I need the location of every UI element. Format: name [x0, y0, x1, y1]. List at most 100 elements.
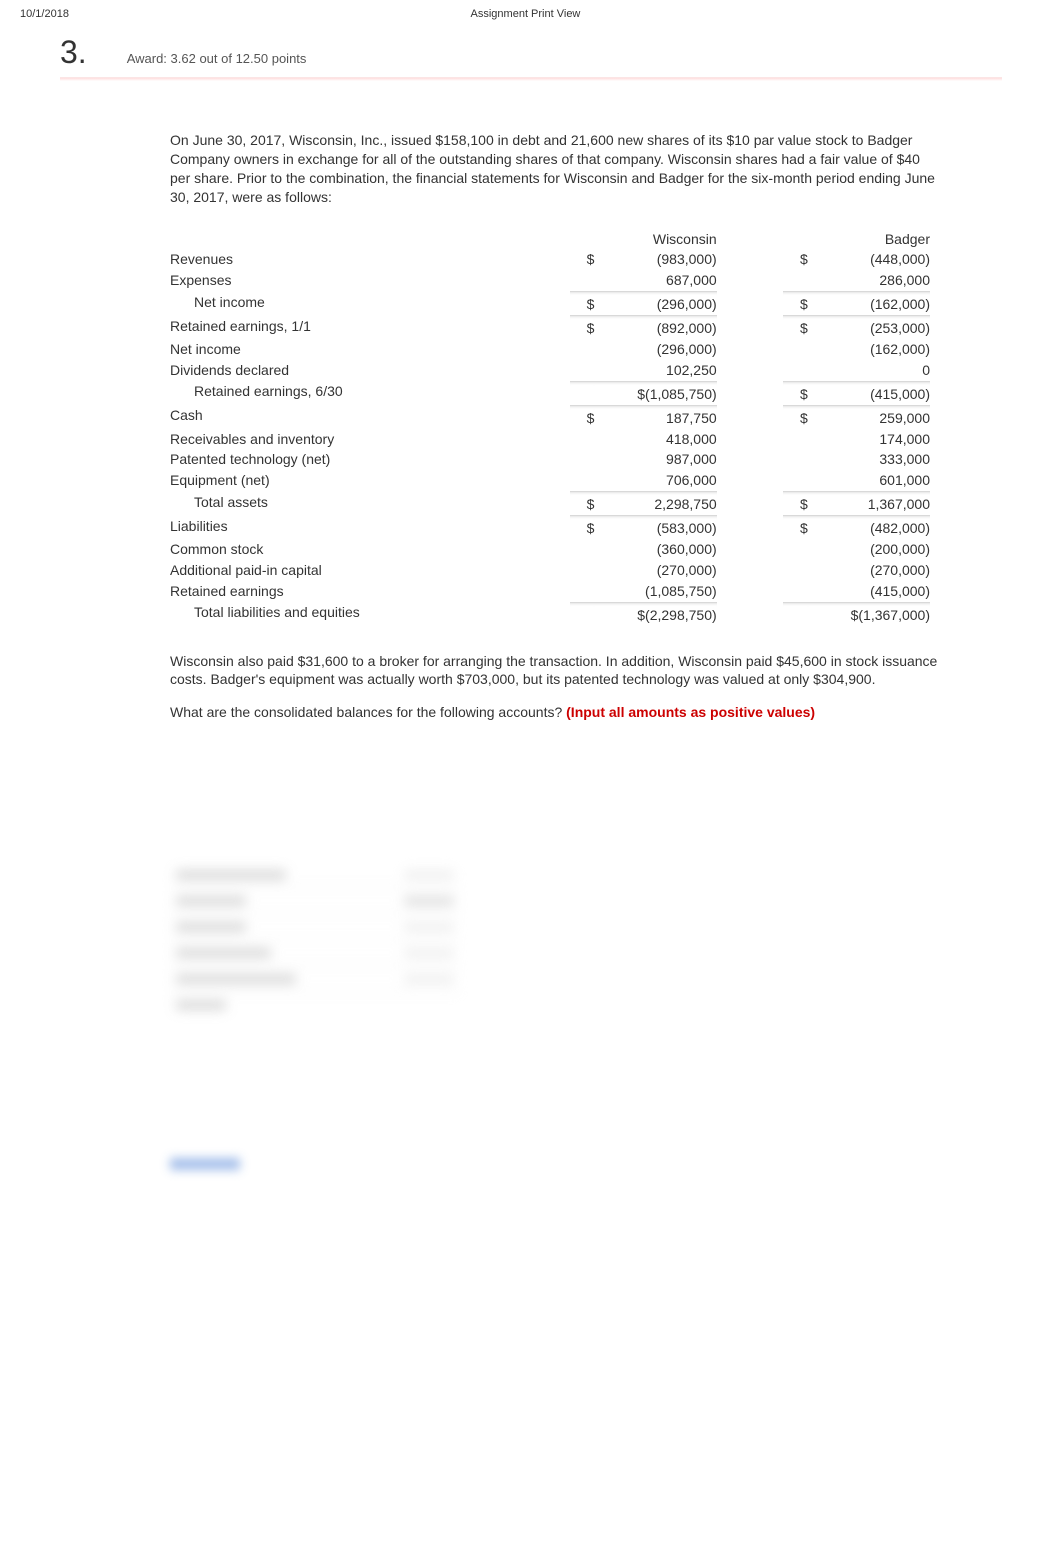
- row-label: Net income: [170, 339, 570, 360]
- badger-symbol: $: [783, 292, 807, 316]
- table-row: Additional paid-in capital (270,000) (270,…: [170, 560, 930, 581]
- paragraph-2: Wisconsin also paid $31,600 to a broker …: [170, 652, 942, 690]
- badger-symbol: $: [783, 381, 807, 405]
- badger-value: 259,000: [808, 405, 930, 428]
- wisconsin-value: 987,000: [594, 449, 716, 470]
- question-number: 3.: [60, 34, 87, 71]
- table-header-row: Wisconsin Badger: [170, 229, 930, 250]
- row-label: Common stock: [170, 539, 570, 560]
- wisconsin-symbol: $: [570, 492, 594, 516]
- wisconsin-symbol: $: [570, 516, 594, 539]
- badger-symbol: [783, 581, 807, 602]
- row-label: Total liabilities and equities: [170, 602, 570, 625]
- badger-symbol: [783, 449, 807, 470]
- badger-value: 286,000: [808, 270, 930, 291]
- wisconsin-value: 706,000: [594, 470, 716, 491]
- col-header-badger: Badger: [808, 229, 930, 250]
- wisconsin-value: 687,000: [594, 270, 716, 291]
- blurred-answer-table: [170, 862, 460, 1018]
- badger-value: (415,000): [808, 581, 930, 602]
- table-row: Receivables and inventory 418,000 174,000: [170, 429, 930, 450]
- badger-value: 333,000: [808, 449, 930, 470]
- table-row: Revenues$(983,000)$(448,000): [170, 249, 930, 270]
- wisconsin-symbol: [570, 449, 594, 470]
- wisconsin-symbol: [570, 470, 594, 491]
- row-label: Retained earnings, 1/1: [170, 316, 570, 339]
- badger-value: (162,000): [808, 339, 930, 360]
- table-row: Equipment (net)706,000601,000: [170, 470, 930, 491]
- row-label: Equipment (net): [170, 470, 570, 491]
- badger-value: (253,000): [808, 316, 930, 339]
- wisconsin-value: (270,000): [594, 560, 716, 581]
- wisconsin-symbol: [570, 539, 594, 560]
- table-row: Retained earnings, 6/30 $(1,085,750) $(415…: [170, 381, 930, 405]
- question-prompt: What are the consolidated balances for t…: [170, 703, 942, 722]
- wisconsin-symbol: $: [570, 292, 594, 316]
- wisconsin-value: $(1,085,750): [594, 381, 716, 405]
- table-row: Net income$(296,000)$(162,000): [170, 292, 930, 316]
- intro-paragraph: On June 30, 2017, Wisconsin, Inc., issue…: [170, 131, 942, 207]
- wisconsin-value: 187,750: [594, 405, 716, 428]
- table-row: Expenses687,000286,000: [170, 270, 930, 291]
- badger-symbol: [783, 339, 807, 360]
- badger-value: (270,000): [808, 560, 930, 581]
- wisconsin-symbol: [570, 602, 594, 625]
- wisconsin-value: (1,085,750): [594, 581, 716, 602]
- wisconsin-symbol: $: [570, 249, 594, 270]
- wisconsin-value: 102,250: [594, 360, 716, 381]
- table-row: Liabilities$(583,000)$(482,000): [170, 516, 930, 539]
- wisconsin-symbol: [570, 560, 594, 581]
- table-row: Retained earnings (1,085,750) (415,000): [170, 581, 930, 602]
- table-row: Net income (296,000) (162,000): [170, 339, 930, 360]
- wisconsin-symbol: $: [570, 316, 594, 339]
- table-row: Total liabilities and equities$(2,298,75…: [170, 602, 930, 625]
- badger-value: (448,000): [808, 249, 930, 270]
- wisconsin-value: (583,000): [594, 516, 716, 539]
- wisconsin-symbol: [570, 381, 594, 405]
- badger-value: 174,000: [808, 429, 930, 450]
- divider: [60, 77, 1002, 81]
- badger-value: (162,000): [808, 292, 930, 316]
- badger-value: 0: [808, 360, 930, 381]
- row-label: Additional paid-in capital: [170, 560, 570, 581]
- wisconsin-value: 418,000: [594, 429, 716, 450]
- badger-symbol: [783, 270, 807, 291]
- row-label: Total assets: [170, 492, 570, 516]
- wisconsin-value: (296,000): [594, 339, 716, 360]
- row-label: Retained earnings: [170, 581, 570, 602]
- table-row: Total assets$2,298,750$1,367,000: [170, 492, 930, 516]
- row-label: Liabilities: [170, 516, 570, 539]
- col-header-wisconsin: Wisconsin: [594, 229, 716, 250]
- badger-symbol: [783, 470, 807, 491]
- financial-table: Wisconsin Badger Revenues$(983,000)$(448…: [170, 229, 930, 626]
- row-label: Retained earnings, 6/30: [170, 381, 570, 405]
- row-label: Net income: [170, 292, 570, 316]
- wisconsin-value: (296,000): [594, 292, 716, 316]
- row-label: Cash: [170, 405, 570, 428]
- table-row: Common stock(360,000)(200,000): [170, 539, 930, 560]
- badger-symbol: [783, 602, 807, 625]
- wisconsin-symbol: [570, 339, 594, 360]
- wisconsin-symbol: [570, 270, 594, 291]
- header-date: 10/1/2018: [20, 8, 69, 20]
- wisconsin-value: (892,000): [594, 316, 716, 339]
- badger-value: (415,000): [808, 381, 930, 405]
- wisconsin-symbol: [570, 581, 594, 602]
- wisconsin-symbol: $: [570, 405, 594, 428]
- badger-symbol: $: [783, 405, 807, 428]
- blurred-link: [170, 1158, 240, 1170]
- badger-symbol: [783, 429, 807, 450]
- wisconsin-symbol: [570, 360, 594, 381]
- badger-symbol: $: [783, 492, 807, 516]
- header-spacer: [982, 8, 1042, 20]
- row-label: Dividends declared: [170, 360, 570, 381]
- row-label: Revenues: [170, 249, 570, 270]
- header-title: Assignment Print View: [471, 8, 581, 20]
- wisconsin-value: (360,000): [594, 539, 716, 560]
- badger-symbol: [783, 539, 807, 560]
- prompt-text: What are the consolidated balances for t…: [170, 704, 566, 720]
- content: On June 30, 2017, Wisconsin, Inc., issue…: [170, 131, 942, 1170]
- row-label: Receivables and inventory: [170, 429, 570, 450]
- badger-symbol: [783, 560, 807, 581]
- question-row: 3. Award: 3.62 out of 12.50 points: [0, 24, 1062, 71]
